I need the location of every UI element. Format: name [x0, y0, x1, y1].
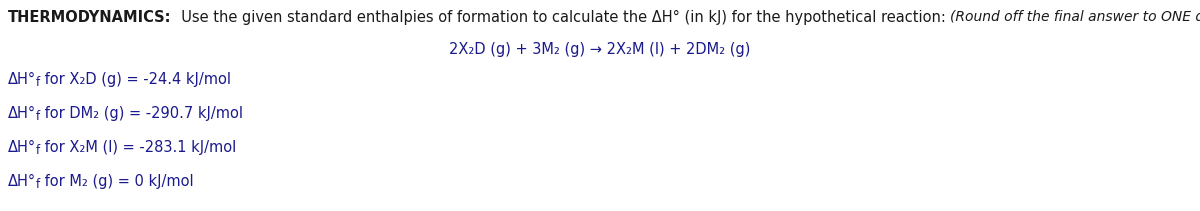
Text: (Round off the final answer to ONE decimal place. Do not include the unit.): (Round off the final answer to ONE decim…: [950, 10, 1200, 24]
Text: for DM₂ (g) = -290.7 kJ/mol: for DM₂ (g) = -290.7 kJ/mol: [41, 106, 244, 121]
Text: for M₂ (g) = 0 kJ/mol: for M₂ (g) = 0 kJ/mol: [41, 174, 194, 189]
Text: f: f: [36, 178, 41, 191]
Text: ΔH°: ΔH°: [8, 140, 36, 155]
Text: f: f: [36, 76, 41, 89]
Text: ΔH°: ΔH°: [8, 106, 36, 121]
Text: THERMODYNAMICS:: THERMODYNAMICS:: [8, 10, 172, 25]
Text: 2X₂D (g) + 3M₂ (g) → 2X₂M (l) + 2DM₂ (g): 2X₂D (g) + 3M₂ (g) → 2X₂M (l) + 2DM₂ (g): [449, 42, 751, 57]
Text: f: f: [36, 144, 41, 157]
Text: for X₂M (l) = -283.1 kJ/mol: for X₂M (l) = -283.1 kJ/mol: [41, 140, 236, 155]
Text: Use the given standard enthalpies of formation to calculate the ΔH° (in kJ) for : Use the given standard enthalpies of for…: [172, 10, 950, 25]
Text: ΔH°: ΔH°: [8, 174, 36, 189]
Text: ΔH°: ΔH°: [8, 72, 36, 87]
Text: f: f: [36, 110, 41, 123]
Text: for X₂D (g) = -24.4 kJ/mol: for X₂D (g) = -24.4 kJ/mol: [41, 72, 232, 87]
